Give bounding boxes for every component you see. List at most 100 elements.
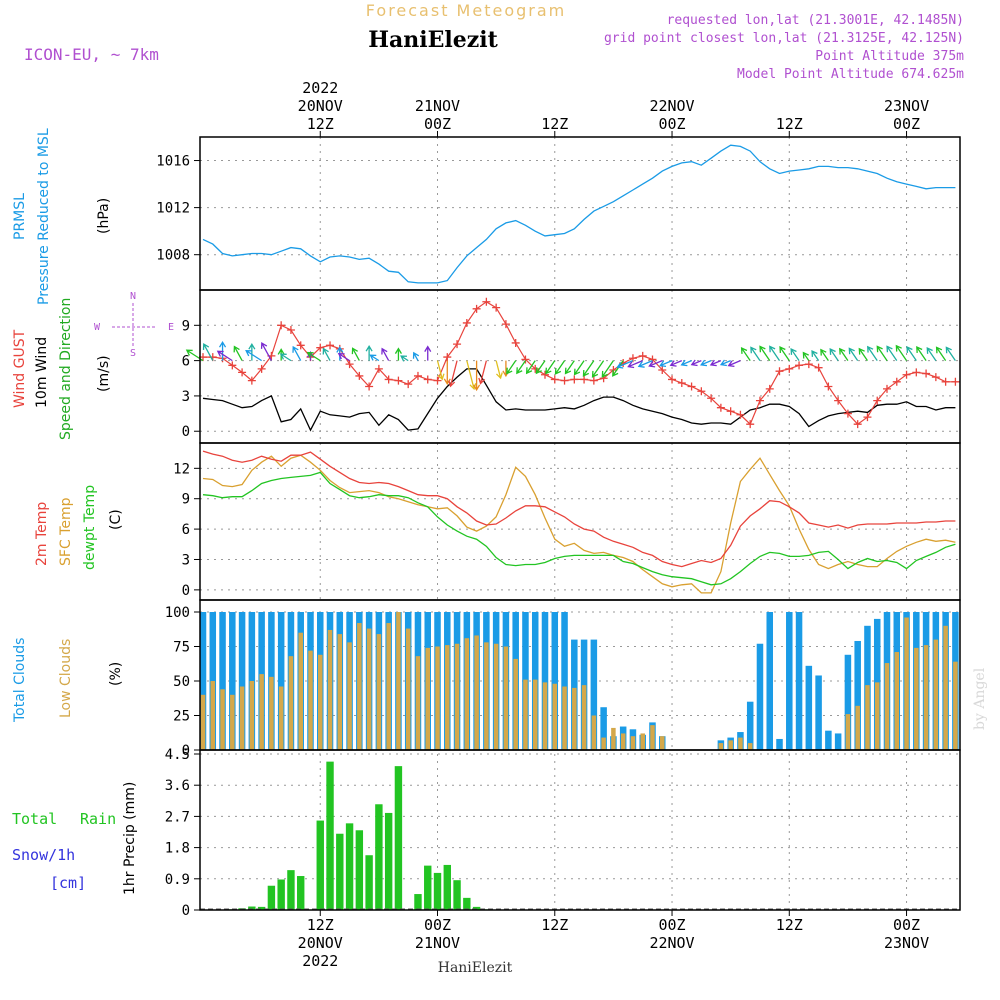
gust-point	[413, 371, 422, 380]
low-clouds-bar	[855, 705, 860, 750]
wind-direction-arrow	[400, 355, 409, 362]
wind-direction-arrow	[811, 349, 820, 361]
wind-direction-arrow	[612, 360, 624, 377]
precip-ytick-label: 1.8	[165, 841, 190, 857]
precip-bar	[394, 766, 403, 910]
wind-direction-arrow	[516, 360, 526, 375]
wind-direction-arrow	[945, 346, 956, 361]
wind-direction-arrow	[839, 347, 849, 361]
low-clouds-bar	[904, 617, 909, 750]
low-clouds-bar	[298, 632, 303, 750]
gust-point	[775, 367, 784, 376]
gust-point	[892, 377, 901, 386]
clouds-panel: 0 25 50 75 100	[165, 605, 960, 759]
wind-direction-arrow	[906, 346, 917, 361]
gust-point	[433, 376, 442, 385]
gust-point	[501, 320, 510, 329]
low-clouds-bar	[894, 652, 900, 750]
low-clouds-bar	[523, 679, 528, 750]
wind-direction-arrow	[216, 350, 233, 362]
wind-direction-arrow	[858, 347, 868, 361]
low-clouds-bar	[318, 654, 323, 750]
wind-direction-arrow	[627, 360, 643, 369]
gust-point	[296, 341, 305, 350]
gust-point	[492, 303, 501, 312]
info-line-1: requested lon,lat (21.3001E, 42.1485N)	[667, 13, 964, 28]
wind-direction-arrow	[591, 360, 605, 378]
clouds-unit: (%)	[108, 662, 124, 686]
wind-direction-arrow	[719, 359, 731, 367]
low-clouds-bar	[200, 694, 206, 750]
wind-direction-arrow	[876, 345, 888, 361]
wind-direction-arrow	[233, 345, 243, 361]
low-clouds-bar	[738, 737, 743, 750]
gust-point	[511, 338, 520, 347]
info-line-4: Model Point Altitude 674.625m	[737, 67, 964, 82]
wind-direction-arrow	[669, 360, 683, 367]
wind-direction-arrow	[525, 360, 536, 375]
low-clouds-bar	[630, 736, 636, 750]
low-clouds-bar	[396, 612, 401, 750]
low-clouds-bar	[405, 628, 411, 750]
total-clouds-bar	[229, 612, 236, 750]
low-clouds-bar	[425, 647, 430, 750]
wind-direction-arrow	[564, 360, 575, 375]
gust-point	[472, 304, 481, 313]
total-clouds-bar	[561, 612, 568, 750]
gust-point	[883, 384, 891, 393]
wind-direction-arrow	[802, 351, 810, 361]
compass-e: E	[168, 322, 174, 333]
total-clouds-bar	[600, 707, 607, 750]
low-clouds-bar	[445, 645, 450, 750]
gust-point	[863, 413, 872, 422]
low-clouds-bar	[562, 686, 567, 750]
wind-direction-arrow	[466, 360, 477, 391]
gust-point	[677, 378, 686, 387]
low-clouds-bar	[278, 686, 284, 750]
low-clouds-bar	[747, 743, 753, 750]
gust-point	[238, 368, 247, 377]
gust-point	[580, 375, 589, 384]
low-clouds-bar	[660, 736, 665, 750]
dewpt-label: dewpt Temp	[82, 485, 98, 570]
time-label-bottom: 12Z	[541, 916, 568, 934]
wind-direction-arrow	[322, 347, 331, 361]
wind-direction-arrow	[292, 345, 302, 361]
precip-border	[199, 749, 961, 911]
time-label-bottom: 20NOV	[298, 934, 343, 952]
wind-direction-arrow	[412, 351, 420, 361]
low-clouds-label: Low Clouds	[58, 639, 74, 718]
gust-point	[394, 376, 403, 385]
gust-point	[902, 370, 911, 379]
precip-bar	[472, 906, 481, 910]
wind-direction-arrow	[700, 359, 712, 367]
low-clouds-bar	[259, 674, 264, 750]
temp-line	[202, 450, 956, 568]
total-clouds-bar	[541, 612, 549, 750]
low-clouds-bar	[464, 638, 470, 750]
time-label-bottom: 2022	[302, 952, 338, 970]
low-clouds-bar	[650, 725, 655, 750]
precip-bar	[355, 830, 364, 910]
low-clouds-bar	[728, 740, 733, 750]
wind-direction-arrow	[337, 353, 350, 362]
time-label-top: 00Z	[658, 115, 685, 133]
gust-point	[668, 375, 677, 384]
pressure-panel: 1008 1012 1016	[156, 137, 960, 290]
gust-point	[541, 370, 549, 379]
gust-point	[814, 363, 823, 372]
time-label-top: 2022	[302, 79, 338, 97]
gust-point	[912, 368, 921, 377]
gust-point	[247, 376, 256, 385]
precip-bar	[375, 804, 383, 910]
low-clouds-bar	[357, 623, 362, 750]
low-clouds-bar	[552, 683, 558, 750]
temperature-ytick-label: 12	[173, 461, 190, 477]
gust-point	[746, 420, 755, 429]
time-label-bottom: 00Z	[658, 916, 685, 934]
total-clouds-bar	[805, 665, 813, 750]
precip-bar	[345, 823, 354, 910]
time-label-bottom: 21NOV	[415, 934, 460, 952]
gust-point	[277, 321, 286, 330]
